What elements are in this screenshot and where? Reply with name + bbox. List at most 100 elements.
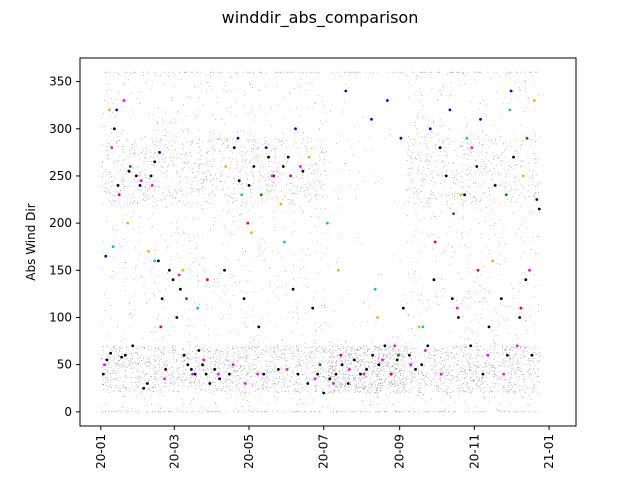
data-point bbox=[126, 221, 130, 225]
data-point bbox=[444, 174, 448, 178]
data-point bbox=[223, 268, 226, 272]
data-point bbox=[518, 316, 522, 319]
data-point bbox=[521, 174, 525, 178]
data-point bbox=[228, 372, 231, 376]
data-point bbox=[307, 155, 311, 159]
data-point bbox=[283, 240, 286, 244]
data-point bbox=[365, 368, 368, 371]
data-point bbox=[277, 368, 280, 371]
data-point bbox=[337, 268, 340, 272]
data-point bbox=[479, 117, 482, 121]
data-point bbox=[389, 372, 393, 376]
data-point bbox=[340, 363, 344, 367]
data-point bbox=[499, 297, 503, 300]
x-tick-label: 20-03 bbox=[167, 434, 181, 469]
x-tick-label: 20-05 bbox=[242, 434, 256, 469]
data-point bbox=[386, 99, 389, 102]
data-point bbox=[289, 174, 292, 178]
data-point bbox=[352, 358, 356, 362]
data-point bbox=[150, 184, 154, 187]
data-point bbox=[448, 108, 452, 112]
data-point bbox=[469, 344, 473, 348]
data-point bbox=[110, 146, 114, 150]
data-point bbox=[383, 344, 387, 348]
data-point bbox=[481, 372, 485, 376]
data-point bbox=[101, 372, 105, 376]
data-point bbox=[134, 174, 138, 178]
data-point bbox=[486, 353, 490, 357]
data-point bbox=[322, 391, 326, 395]
y-axis: 0 50 100 150 200 250 300 350 bbox=[49, 75, 80, 419]
data-point bbox=[115, 108, 119, 112]
data-point bbox=[270, 174, 274, 178]
data-point bbox=[131, 344, 135, 348]
data-point bbox=[457, 316, 460, 319]
data-point bbox=[108, 108, 111, 112]
data-point bbox=[502, 372, 506, 376]
data-point bbox=[509, 89, 513, 93]
scatter-points bbox=[101, 89, 541, 395]
data-point bbox=[217, 372, 220, 376]
data-point bbox=[371, 353, 375, 357]
data-point bbox=[128, 165, 132, 168]
data-point bbox=[236, 136, 240, 140]
data-point bbox=[463, 193, 466, 197]
data-point bbox=[313, 377, 317, 381]
data-point bbox=[399, 136, 403, 140]
data-point bbox=[508, 108, 512, 112]
data-point bbox=[146, 382, 149, 385]
data-point bbox=[328, 377, 332, 381]
x-tick-label: 20-01 bbox=[94, 434, 108, 469]
chart-title: winddir_abs_comparison bbox=[221, 8, 419, 27]
x-tick-label: 20-07 bbox=[317, 434, 331, 469]
data-point bbox=[528, 268, 531, 272]
data-point bbox=[409, 363, 413, 367]
data-point bbox=[326, 221, 329, 225]
y-tick-label: 350 bbox=[49, 75, 72, 89]
data-point bbox=[186, 363, 190, 367]
data-point bbox=[493, 184, 497, 187]
data-point bbox=[237, 179, 241, 183]
data-point bbox=[259, 193, 263, 197]
data-point bbox=[257, 325, 261, 329]
data-point bbox=[157, 259, 160, 263]
data-point bbox=[426, 344, 430, 348]
data-point bbox=[414, 368, 417, 371]
data-point bbox=[470, 146, 474, 150]
data-point bbox=[218, 377, 222, 381]
data-point bbox=[231, 363, 235, 367]
data-point bbox=[334, 372, 338, 376]
data-point bbox=[459, 193, 463, 197]
data-point bbox=[525, 136, 529, 140]
data-point bbox=[164, 368, 168, 371]
data-point bbox=[465, 136, 469, 140]
data-point bbox=[190, 368, 193, 371]
data-point bbox=[504, 193, 508, 197]
data-point bbox=[127, 169, 131, 173]
data-point bbox=[208, 382, 212, 385]
data-point bbox=[286, 155, 290, 159]
data-point bbox=[104, 254, 108, 258]
data-point bbox=[163, 377, 166, 381]
data-point bbox=[348, 368, 351, 371]
data-point bbox=[452, 212, 455, 216]
data-point bbox=[267, 155, 270, 159]
data-point bbox=[428, 127, 432, 131]
data-point bbox=[530, 353, 534, 357]
data-point bbox=[193, 372, 197, 376]
data-point bbox=[491, 259, 495, 263]
data-point bbox=[537, 207, 541, 211]
data-point bbox=[376, 316, 379, 319]
data-point bbox=[177, 273, 181, 277]
data-point bbox=[506, 353, 509, 357]
y-tick-label: 250 bbox=[49, 169, 72, 183]
data-point bbox=[424, 349, 427, 352]
data-point bbox=[285, 368, 289, 371]
y-tick-label: 50 bbox=[57, 358, 72, 372]
x-axis: 20-01 20-03 20-05 20-07 20-09 20-11 21-01 bbox=[94, 426, 556, 469]
data-point bbox=[362, 372, 366, 376]
data-point bbox=[294, 127, 297, 131]
data-point bbox=[533, 99, 536, 102]
